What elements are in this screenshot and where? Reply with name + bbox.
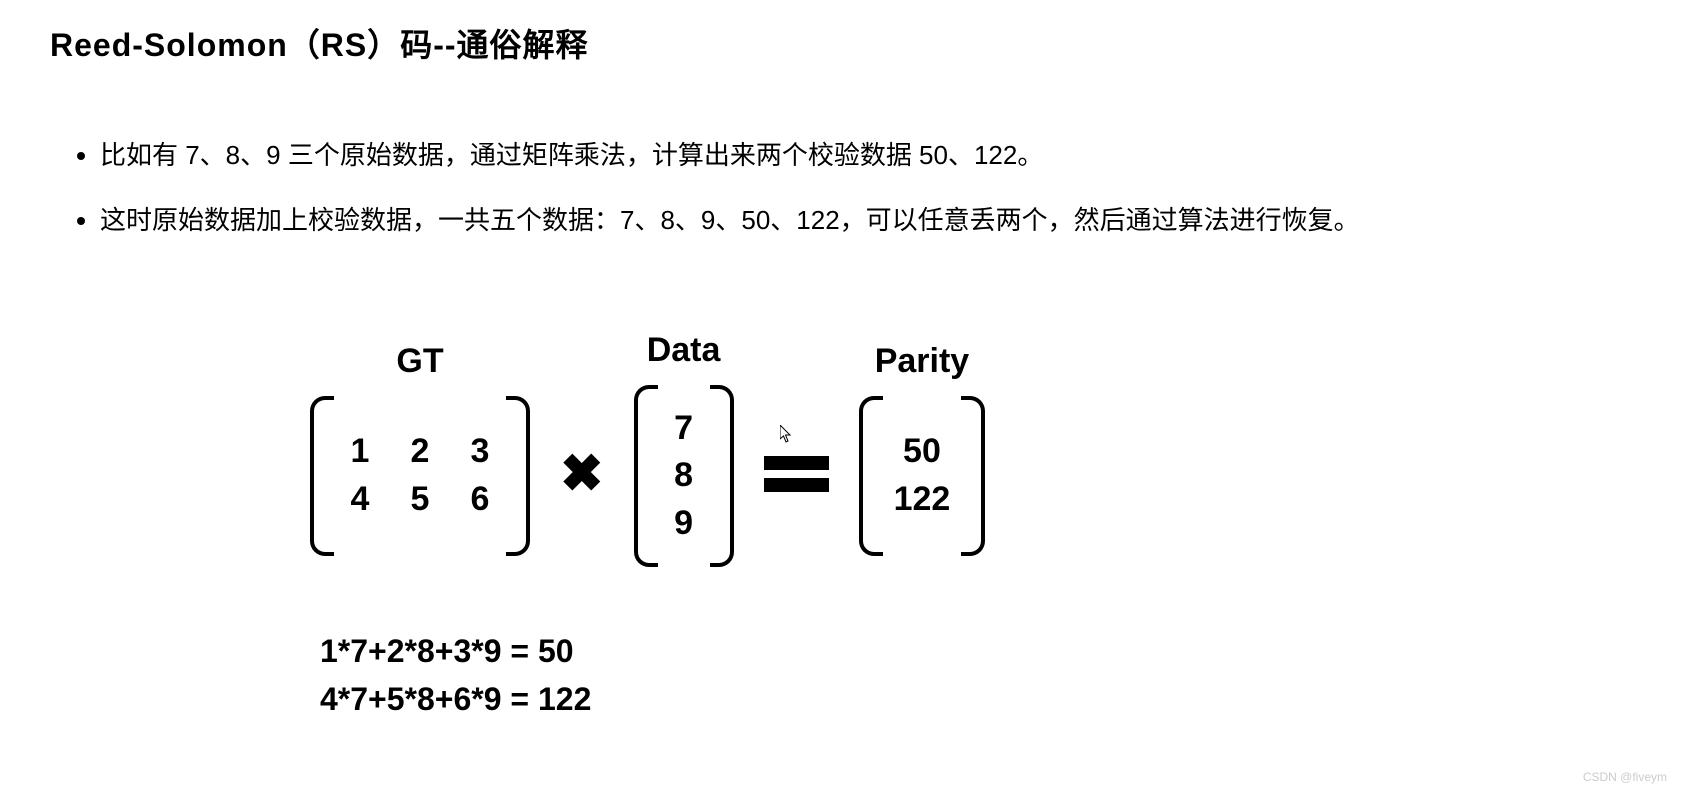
bullet-list: 比如有 7、8、9 三个原始数据，通过矩阵乘法，计算出来两个校验数据 50、12… [50, 126, 1637, 251]
matrix-gt-row-1: 4 5 6 [345, 476, 495, 524]
page-title: Reed-Solomon（RS）码--通俗解释 [50, 20, 1637, 66]
matrix-data-block: Data 7 8 9 [634, 331, 734, 568]
watermark: CSDN @fiveym [1583, 770, 1667, 784]
matrix-data-cell-2-0: 9 [669, 500, 699, 548]
bullet-item-1: 比如有 7、8、9 三个原始数据，通过矩阵乘法，计算出来两个校验数据 50、12… [100, 126, 1637, 186]
matrix-gt-block: GT 1 2 3 4 5 6 [310, 342, 530, 556]
matrix-gt-cell-1-0: 4 [345, 476, 375, 524]
matrix-data-row-0: 7 [669, 405, 699, 453]
matrix-gt-cell-1-2: 6 [465, 476, 495, 524]
matrix-gt-cell-0-1: 2 [405, 428, 435, 476]
matrix-data-cell-1-0: 8 [669, 452, 699, 500]
matrix-gt-label: GT [396, 342, 443, 381]
calculation-line-2: 4*7+5*8+6*9 = 122 [320, 675, 1637, 723]
matrix-data-row-2: 9 [669, 500, 699, 548]
matrix-parity-cell-1-0: 122 [894, 476, 951, 524]
matrix-parity: 50 122 [859, 396, 986, 556]
matrix-gt-cell-0-0: 1 [345, 428, 375, 476]
bullet-item-2: 这时原始数据加上校验数据，一共五个数据：7、8、9、50、122，可以任意丢两个… [100, 191, 1637, 251]
matrix-gt: 1 2 3 4 5 6 [310, 396, 530, 556]
equals-bar-top [764, 456, 829, 470]
matrix-data-label: Data [647, 331, 721, 370]
matrix-data-cell-0-0: 7 [669, 405, 699, 453]
equals-operator [764, 456, 829, 492]
matrix-parity-row-0: 50 [894, 428, 951, 476]
matrix-parity-block: Parity 50 122 [859, 342, 986, 556]
matrix-parity-cell-0-0: 50 [903, 428, 941, 476]
equals-bar-bottom [764, 478, 829, 492]
matrix-gt-cell-0-2: 3 [465, 428, 495, 476]
matrix-data-row-1: 8 [669, 452, 699, 500]
calculations-block: 1*7+2*8+3*9 = 50 4*7+5*8+6*9 = 122 [50, 627, 1637, 723]
matrix-equation: GT 1 2 3 4 5 6 ✖ Data 7 8 9 [50, 331, 1637, 568]
matrix-data: 7 8 9 [634, 385, 734, 568]
calculation-line-1: 1*7+2*8+3*9 = 50 [320, 627, 1637, 675]
matrix-gt-cell-1-1: 5 [405, 476, 435, 524]
matrix-gt-row-0: 1 2 3 [345, 428, 495, 476]
matrix-parity-row-1: 122 [894, 476, 951, 524]
matrix-parity-label: Parity [875, 342, 970, 381]
multiply-operator: ✖ [560, 444, 604, 504]
